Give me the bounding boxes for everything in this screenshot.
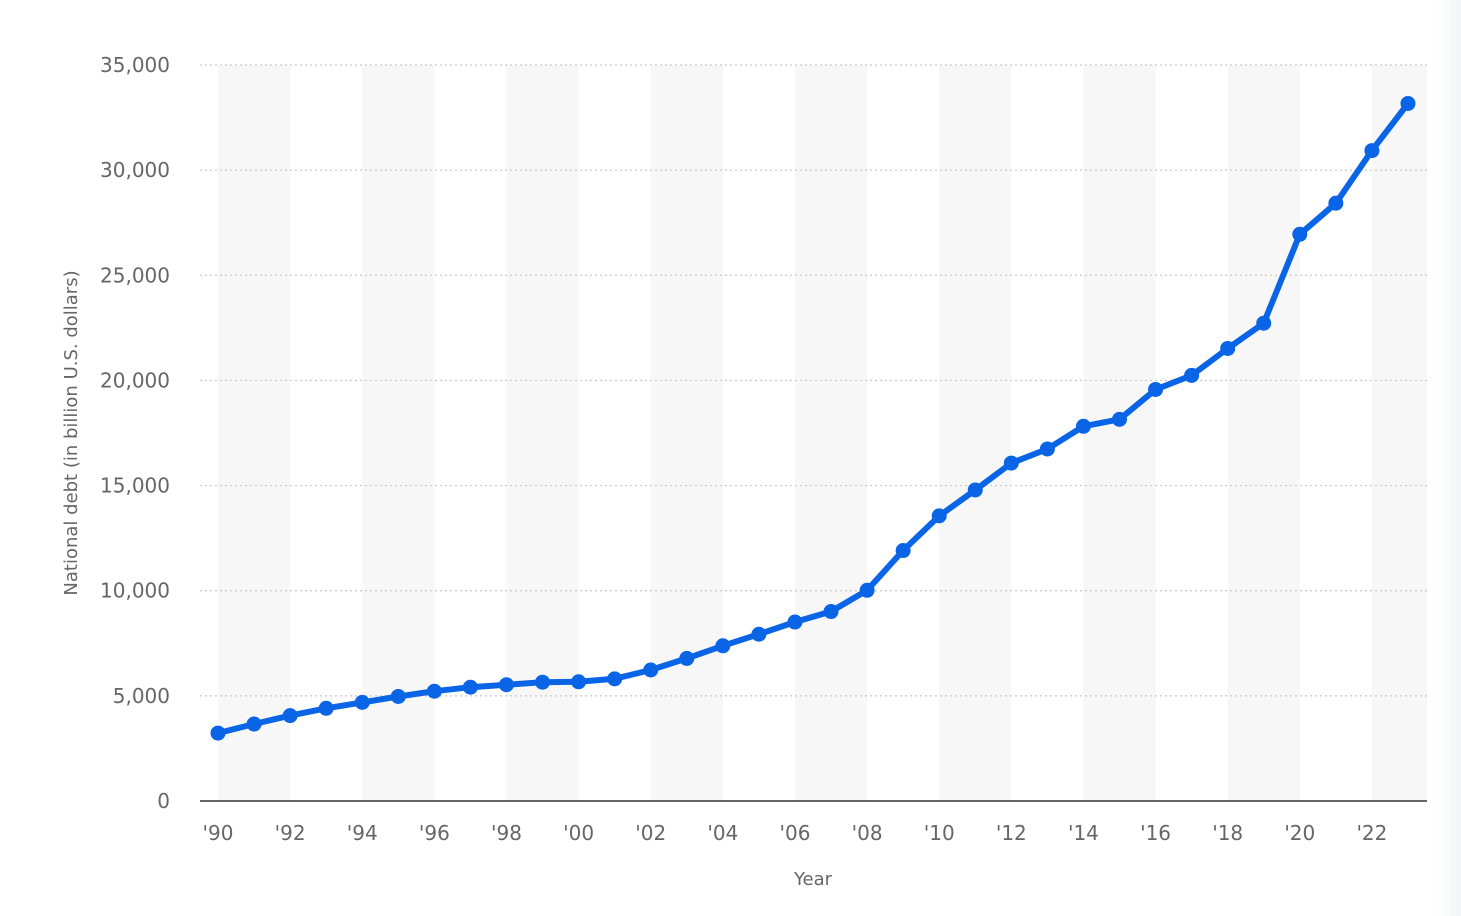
data-point[interactable] (1328, 195, 1344, 211)
x-tick-label: '94 (347, 821, 378, 845)
x-tick-label: '16 (1140, 821, 1171, 845)
data-point[interactable] (1292, 226, 1308, 242)
y-tick-label: 5,000 (113, 684, 170, 708)
background-band (362, 65, 435, 801)
x-tick-label: '90 (203, 821, 234, 845)
page-edge-shade (1435, 0, 1461, 916)
y-tick-label: 15,000 (100, 474, 170, 498)
data-point[interactable] (967, 482, 983, 498)
y-tick-label: 10,000 (100, 579, 170, 603)
data-point[interactable] (390, 688, 406, 704)
data-point[interactable] (246, 716, 262, 732)
x-tick-label: '92 (275, 821, 306, 845)
data-point[interactable] (1148, 381, 1164, 397)
y-tick-label: 0 (157, 789, 170, 813)
background-band (506, 65, 579, 801)
data-point[interactable] (715, 638, 731, 654)
data-point[interactable] (823, 604, 839, 620)
x-tick-label: '10 (924, 821, 955, 845)
background-band (939, 65, 1012, 801)
data-point[interactable] (282, 708, 298, 724)
data-point[interactable] (643, 662, 659, 678)
data-point[interactable] (1364, 143, 1380, 159)
background-band (1083, 65, 1156, 801)
x-tick-label: '20 (1284, 821, 1315, 845)
data-point[interactable] (1184, 367, 1200, 383)
x-tick-label: '06 (779, 821, 810, 845)
data-point[interactable] (1112, 411, 1127, 427)
x-tick-label: '14 (1068, 821, 1099, 845)
x-tick-label: '04 (707, 821, 738, 845)
x-axis-tick-labels: '90 '92 '94 '96 '98 '00 '02 '04 '06 '08 '10 '12 '14 '… (203, 821, 1388, 845)
y-tick-label: 35,000 (100, 53, 170, 77)
x-tick-label: '08 (852, 821, 883, 845)
x-tick-label: '98 (491, 821, 522, 845)
data-point[interactable] (607, 671, 623, 687)
background-band (1227, 65, 1300, 801)
x-tick-label: '12 (996, 821, 1027, 845)
background-band (1371, 65, 1427, 801)
data-point[interactable] (787, 614, 803, 630)
data-point[interactable] (571, 674, 587, 690)
data-point[interactable] (426, 683, 442, 699)
data-point[interactable] (535, 674, 551, 690)
y-tick-label: 20,000 (100, 368, 170, 392)
y-tick-label: 30,000 (100, 158, 170, 182)
data-point[interactable] (462, 679, 478, 695)
data-point[interactable] (1220, 340, 1236, 356)
data-point[interactable] (354, 694, 370, 710)
data-point[interactable] (751, 626, 767, 642)
data-point[interactable] (1039, 441, 1055, 457)
data-point[interactable] (931, 508, 947, 524)
data-point[interactable] (318, 700, 334, 716)
y-axis-title: National debt (in billion U.S. dollars) (61, 270, 82, 595)
background-band (218, 65, 291, 801)
data-point[interactable] (1075, 418, 1091, 434)
x-axis-title: Year (793, 869, 833, 890)
data-point[interactable] (1003, 455, 1019, 471)
data-point[interactable] (210, 725, 226, 741)
data-point[interactable] (498, 677, 514, 693)
y-tick-label: 25,000 (100, 263, 170, 287)
data-point[interactable] (895, 543, 911, 559)
background-band (650, 65, 723, 801)
background-band (794, 65, 868, 801)
x-tick-label: '18 (1212, 821, 1243, 845)
series-line (215, 100, 1411, 737)
data-point[interactable] (859, 582, 875, 598)
x-tick-label: '22 (1356, 821, 1387, 845)
data-point[interactable] (679, 650, 695, 666)
y-axis-tick-labels: 0 5,000 10,000 15,000 20,000 25,000 30,000 35,0… (100, 53, 170, 813)
x-tick-label: '02 (635, 821, 666, 845)
x-tick-label: '96 (419, 821, 450, 845)
data-point[interactable] (1400, 95, 1416, 111)
data-point[interactable] (1256, 315, 1272, 331)
x-tick-label: '00 (563, 821, 594, 845)
alternating-year-bands (218, 65, 1427, 801)
series-group (210, 95, 1416, 741)
